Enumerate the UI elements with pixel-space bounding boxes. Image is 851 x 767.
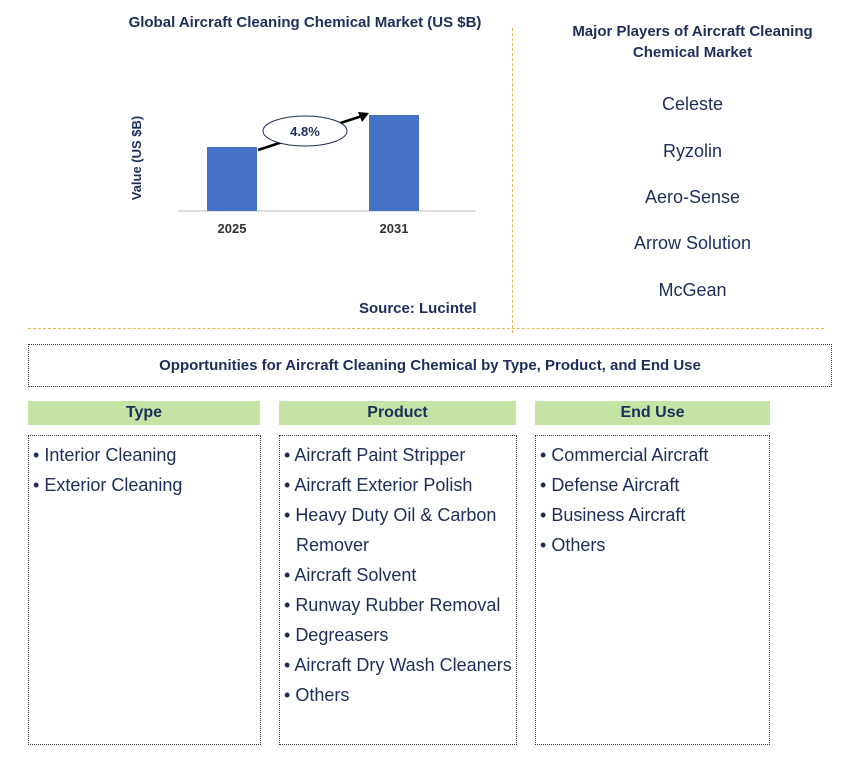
list-item: Business Aircraft <box>540 500 765 530</box>
list-item: Heavy Duty Oil & Carbon Remover <box>284 500 512 560</box>
cagr-ellipse <box>262 115 348 147</box>
list-item: Defense Aircraft <box>540 470 765 500</box>
list-item: Others <box>540 530 765 560</box>
player-item: Arrow Solution <box>633 233 752 253</box>
list-item: Aircraft Dry Wash Cleaners <box>284 650 512 680</box>
list-item: Interior Cleaning <box>33 440 256 470</box>
bar-2025 <box>207 147 257 211</box>
opportunities-title: Opportunities for Aircraft Cleaning Chem… <box>28 344 832 387</box>
player-item: McGean <box>658 280 727 300</box>
product-list: Aircraft Paint Stripper Aircraft Exterio… <box>284 440 512 710</box>
vertical-divider <box>512 28 513 333</box>
chart-title: Global Aircraft Cleaning Chemical Market… <box>128 14 482 31</box>
list-item: Exterior Cleaning <box>33 470 256 500</box>
list-item: Aircraft Solvent <box>284 560 512 590</box>
players-title: Major Players of Aircraft Cleaning Chemi… <box>572 23 813 61</box>
chart-source: Source: Lucintel <box>359 300 477 317</box>
bar-2031 <box>369 115 419 211</box>
end-use-list-box: Commercial Aircraft Defense Aircraft Bus… <box>535 435 770 745</box>
type-header: Type <box>28 401 260 425</box>
type-list: Interior Cleaning Exterior Cleaning <box>33 440 256 500</box>
list-item: Aircraft Paint Stripper <box>284 440 512 470</box>
x-tick-label: 2031 <box>380 221 409 236</box>
list-item: Aircraft Exterior Polish <box>284 470 512 500</box>
list-item: Degreasers <box>284 620 512 650</box>
end-use-header: End Use <box>535 401 770 425</box>
list-item: Commercial Aircraft <box>540 440 765 470</box>
list-item: Others <box>284 680 512 710</box>
x-tick-label: 2025 <box>218 221 247 236</box>
bar-chart: Value (US $B) 2025 2031 4.8% <box>129 112 476 236</box>
y-axis-label: Value (US $B) <box>129 116 144 201</box>
end-use-list: Commercial Aircraft Defense Aircraft Bus… <box>540 440 765 560</box>
cagr-arrowhead <box>358 112 369 122</box>
cagr-label: 4.8% <box>290 124 320 139</box>
product-list-box: Aircraft Paint Stripper Aircraft Exterio… <box>279 435 517 745</box>
type-list-box: Interior Cleaning Exterior Cleaning <box>28 435 261 745</box>
player-item: Aero-Sense <box>644 187 741 207</box>
horizontal-divider <box>28 328 824 329</box>
player-item: Ryzolin <box>662 141 723 161</box>
list-item: Runway Rubber Removal <box>284 590 512 620</box>
product-header: Product <box>279 401 516 425</box>
player-item: Celeste <box>661 94 724 114</box>
